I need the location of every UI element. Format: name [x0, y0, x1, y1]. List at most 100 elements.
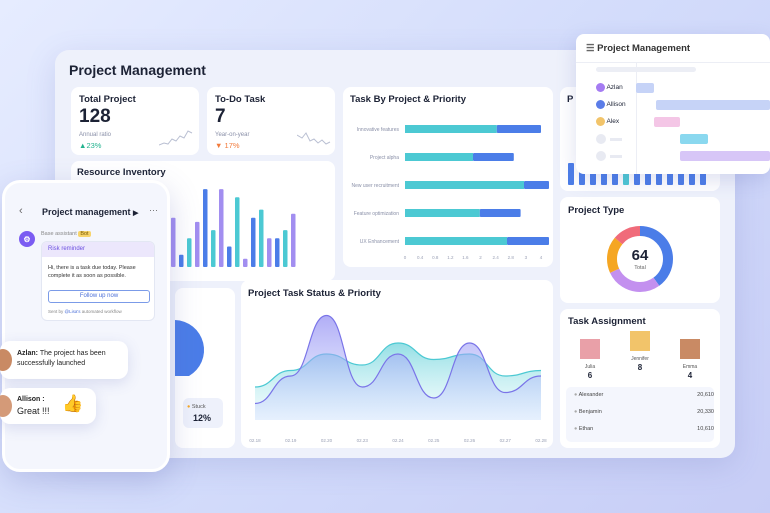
avatar	[596, 117, 605, 126]
bar	[405, 237, 507, 245]
more-icon[interactable]: ···	[149, 205, 158, 215]
follow-up-button[interactable]: Follow up now	[48, 290, 150, 303]
stuck-value: 12%	[193, 413, 212, 423]
tick-label: 0.4	[417, 255, 424, 260]
message-sender: Allison :	[17, 396, 45, 403]
pie-slice	[607, 226, 673, 292]
series-line	[254, 314, 542, 405]
total-project-sub: Annual ratio	[79, 132, 112, 138]
status-priority-card[interactable]: Project Task Status & Priority 02.18 02.1…	[241, 280, 553, 448]
risk-reminder-card: Risk reminder Hi, there is a task due to…	[41, 241, 155, 321]
placeholder-bar	[610, 155, 622, 158]
gantt-window: ☰ Project Management Azlan Allison Alex	[576, 34, 770, 174]
gantt-bar[interactable]	[636, 83, 654, 93]
avatar	[596, 83, 605, 92]
tick-label: 1.2	[447, 255, 454, 260]
gantt-bar[interactable]	[680, 151, 770, 161]
gantt-bar[interactable]	[680, 134, 708, 144]
bar	[291, 213, 296, 267]
bar	[473, 153, 514, 161]
tick-label: 02.18	[249, 438, 261, 443]
tick-label: 2.8	[508, 255, 515, 260]
tick-label: 1.6	[462, 255, 469, 260]
assignment-table: ● Alexander 20,610 ● Benjamin 20,330 ● Eth…	[566, 387, 714, 442]
tick-label: 02.20	[321, 438, 333, 443]
bot-badge: Bot	[78, 231, 91, 237]
bar	[405, 153, 473, 161]
bar	[405, 181, 524, 189]
phone-window: ‹ Project management ▶ ··· ⚙ Base assist…	[2, 180, 170, 472]
tick-label: 02.24	[392, 438, 404, 443]
table-row[interactable]: ● Alexander 20,610	[574, 392, 714, 398]
assignee-count: 8	[637, 363, 643, 372]
gantt-bar[interactable]	[656, 100, 770, 110]
bar	[479, 209, 521, 217]
avatar	[596, 134, 606, 144]
category-label: Project alpha	[370, 155, 399, 161]
total-project-card[interactable]: Total Project 128 Annual ratio ▲23%	[71, 87, 199, 155]
divider	[576, 62, 770, 63]
tick-label: 2.4	[493, 255, 500, 260]
assignee-name: Emma	[682, 364, 698, 370]
category-label: UX Enhancement	[360, 239, 400, 245]
table-row[interactable]: ● Benjamin 20,330	[574, 409, 714, 415]
tick-label: 02.27	[500, 438, 512, 443]
avatar[interactable]	[630, 331, 650, 351]
bar	[251, 217, 256, 267]
message-bubble[interactable]: Azlan: The project has been successfully…	[0, 341, 128, 379]
status-priority-chart: 02.18 02.19 02.20 02.23 02.24 02.25 02.26 02.27…	[249, 314, 547, 443]
task-by-project-label: Task By Project & Priority	[350, 94, 466, 105]
tick-label: 0	[404, 255, 407, 260]
gantt-member[interactable]: Alex	[596, 117, 619, 126]
status-summary-donut	[175, 320, 205, 376]
tick-label: 02.26	[464, 438, 476, 443]
project-type-total-label: Total	[634, 265, 646, 271]
message-text: Azlan: The project has been successfully…	[17, 350, 106, 367]
bar	[243, 258, 248, 267]
tick-label: 02.23	[357, 438, 369, 443]
bar	[195, 221, 200, 267]
gantt-bar[interactable]	[654, 117, 680, 127]
back-icon[interactable]: ‹	[19, 205, 23, 217]
table-row[interactable]: ● Ethan 10,610	[574, 426, 714, 432]
gantt-header-bar	[596, 67, 696, 72]
gantt-member[interactable]: Azlan	[596, 83, 623, 92]
task-by-project-card[interactable]: Task By Project & Priority Innovative fe…	[343, 87, 553, 267]
todo-task-card[interactable]: To-Do Task 7 Year-on-year ▼ 17%	[207, 87, 335, 155]
bar	[405, 125, 497, 133]
bar	[211, 230, 216, 267]
gantt-member[interactable]: Allison	[596, 100, 626, 109]
project-type-donut	[607, 226, 673, 292]
gantt-title: ☰ Project Management	[586, 43, 691, 54]
project-type-card[interactable]: Project Type 64 Total	[560, 197, 720, 303]
avatar[interactable]	[580, 339, 600, 359]
category-label: Innovative features	[357, 127, 400, 133]
bar	[219, 189, 224, 267]
phone-title[interactable]: Project management ▶	[42, 207, 139, 217]
arrow-up-icon: ▲	[79, 141, 87, 150]
bar	[227, 246, 232, 267]
bar	[171, 217, 176, 267]
risk-title: Risk reminder	[48, 246, 86, 252]
assignee-name: Julia	[584, 364, 596, 370]
bar	[203, 189, 208, 267]
bar	[405, 209, 480, 217]
message-bubble[interactable]: Allison : Great !!! 👍	[0, 388, 96, 424]
avatar[interactable]	[680, 339, 700, 359]
avatar	[596, 100, 605, 109]
status-summary-card[interactable]: ● Stuck 12%	[175, 288, 235, 448]
assignee-count: 4	[687, 371, 693, 380]
tick-label: 2	[479, 255, 482, 260]
todo-task-change: ▼ 17%	[215, 141, 240, 150]
tick-label: 02.25	[428, 438, 440, 443]
risk-text: Hi, there is a task due today. Please co…	[48, 265, 136, 279]
stuck-dot-icon: ●	[187, 404, 191, 410]
bar	[524, 181, 549, 189]
list-icon: ☰	[586, 43, 595, 54]
thumbs-up-icon: 👍	[62, 394, 84, 413]
resource-inventory-chart	[171, 189, 296, 267]
risk-header	[42, 242, 154, 257]
pie-slice	[607, 226, 673, 292]
tick-label: 4	[540, 255, 543, 260]
task-assignment-card[interactable]: Task Assignment Julia 6 Jennifer 8 Emma …	[560, 309, 720, 448]
